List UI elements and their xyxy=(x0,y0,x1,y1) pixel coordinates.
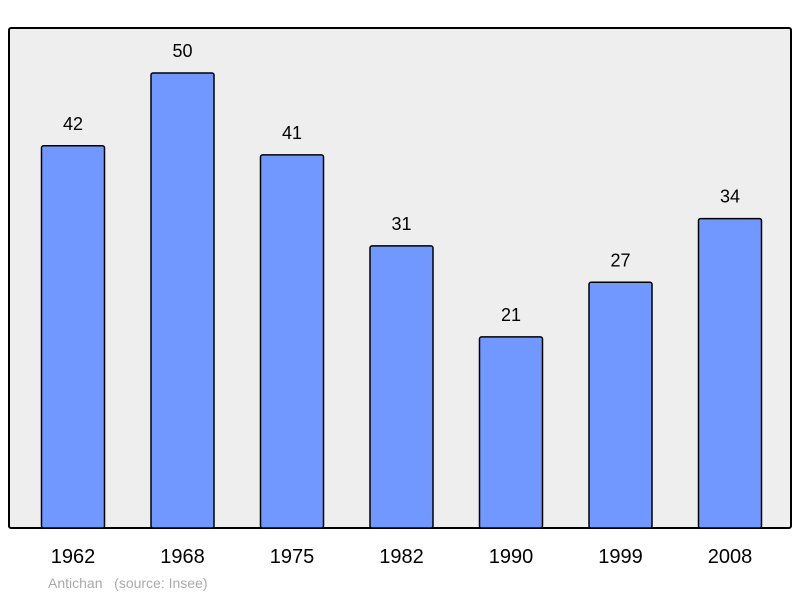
value-label-2008: 34 xyxy=(720,187,740,207)
bar-2008 xyxy=(697,217,763,529)
x-tick-label-1982: 1982 xyxy=(379,546,424,568)
footer-place: Antichan xyxy=(48,575,103,591)
bar-1962 xyxy=(40,145,106,529)
bar-1990 xyxy=(478,336,544,529)
value-labels-group: 42 50 41 31 21 27 34 xyxy=(63,41,740,325)
value-label-1990: 21 xyxy=(501,305,521,325)
bar-1982 xyxy=(369,245,434,529)
x-tick-labels-group: 1962 1968 1975 1982 1990 1999 2008 xyxy=(51,546,753,568)
x-tick-label-1962: 1962 xyxy=(51,546,96,568)
x-tick-label-1975: 1975 xyxy=(270,546,315,568)
bar-1975 xyxy=(259,154,325,529)
x-tick-label-1968: 1968 xyxy=(160,546,205,568)
x-tick-label-2008: 2008 xyxy=(708,546,753,568)
value-label-1999: 27 xyxy=(610,250,630,270)
footer-source: (source: Insee) xyxy=(114,575,208,591)
x-tick-label-1990: 1990 xyxy=(489,546,534,568)
value-label-1962: 42 xyxy=(63,114,83,134)
x-tick-label-1999: 1999 xyxy=(598,546,643,568)
bar-1968 xyxy=(150,72,215,529)
value-label-1975: 41 xyxy=(282,123,302,143)
value-label-1982: 31 xyxy=(391,214,411,234)
chart-footer: Antichan (source: Insee) xyxy=(48,575,208,591)
bars-group xyxy=(40,72,763,529)
bar-1999 xyxy=(588,281,653,529)
value-label-1968: 50 xyxy=(172,41,192,61)
